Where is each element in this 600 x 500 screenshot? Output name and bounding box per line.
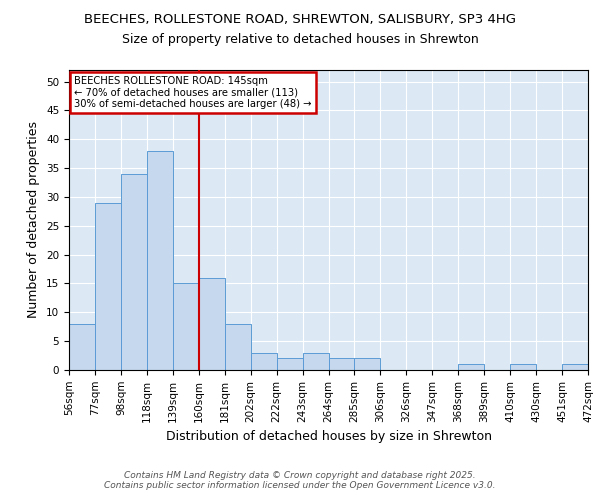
Text: Contains HM Land Registry data © Crown copyright and database right 2025.
Contai: Contains HM Land Registry data © Crown c… xyxy=(104,470,496,490)
Text: BEECHES, ROLLESTONE ROAD, SHREWTON, SALISBURY, SP3 4HG: BEECHES, ROLLESTONE ROAD, SHREWTON, SALI… xyxy=(84,12,516,26)
Bar xyxy=(69,324,95,370)
Y-axis label: Number of detached properties: Number of detached properties xyxy=(28,122,40,318)
Text: BEECHES ROLLESTONE ROAD: 145sqm
← 70% of detached houses are smaller (113)
30% o: BEECHES ROLLESTONE ROAD: 145sqm ← 70% of… xyxy=(74,76,311,109)
Bar xyxy=(121,174,147,370)
Bar xyxy=(329,358,355,370)
Bar xyxy=(277,358,302,370)
Bar xyxy=(562,364,588,370)
Bar xyxy=(510,364,536,370)
Text: Size of property relative to detached houses in Shrewton: Size of property relative to detached ho… xyxy=(122,32,478,46)
Bar xyxy=(147,151,173,370)
Bar xyxy=(199,278,224,370)
Bar xyxy=(225,324,251,370)
Bar xyxy=(95,202,121,370)
Bar xyxy=(173,284,199,370)
Bar xyxy=(251,352,277,370)
X-axis label: Distribution of detached houses by size in Shrewton: Distribution of detached houses by size … xyxy=(166,430,491,443)
Bar xyxy=(355,358,380,370)
Bar xyxy=(302,352,329,370)
Bar xyxy=(458,364,484,370)
